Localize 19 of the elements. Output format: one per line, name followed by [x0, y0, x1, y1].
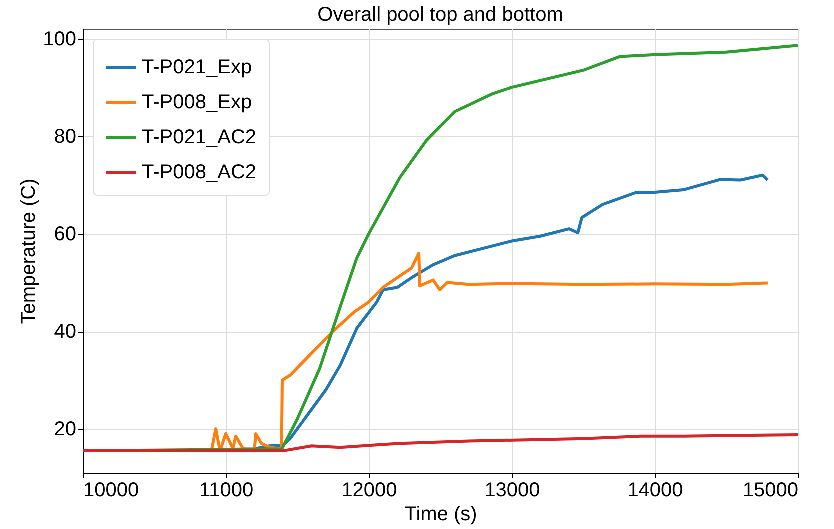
- y-tick-label: 20: [54, 418, 76, 441]
- y-tick-label: 80: [54, 126, 76, 148]
- x-tick-label: 10000: [84, 480, 140, 502]
- x-tick-label: 12000: [342, 480, 398, 502]
- legend-label: T-P021_AC2: [142, 126, 257, 148]
- x-tick-label: 14000: [628, 480, 684, 502]
- legend-label: T-P008_Exp: [142, 92, 252, 114]
- y-tick-label: 60: [54, 223, 76, 246]
- chart-title: Overall pool top and bottom: [318, 4, 564, 26]
- x-axis-title: Time (s): [404, 504, 478, 526]
- x-tick-label: 13000: [484, 480, 540, 502]
- legend-label: T-P021_Exp: [142, 56, 252, 78]
- y-axis-title: Temperature (C): [18, 178, 40, 324]
- legend-label: T-P008_AC2: [142, 162, 257, 184]
- y-tick-label: 100: [43, 28, 76, 50]
- y-tick-label: 40: [54, 321, 76, 344]
- x-tick-label: 15000: [742, 480, 798, 502]
- x-tick-label: 11000: [199, 480, 254, 502]
- line-series: [83, 433, 798, 453]
